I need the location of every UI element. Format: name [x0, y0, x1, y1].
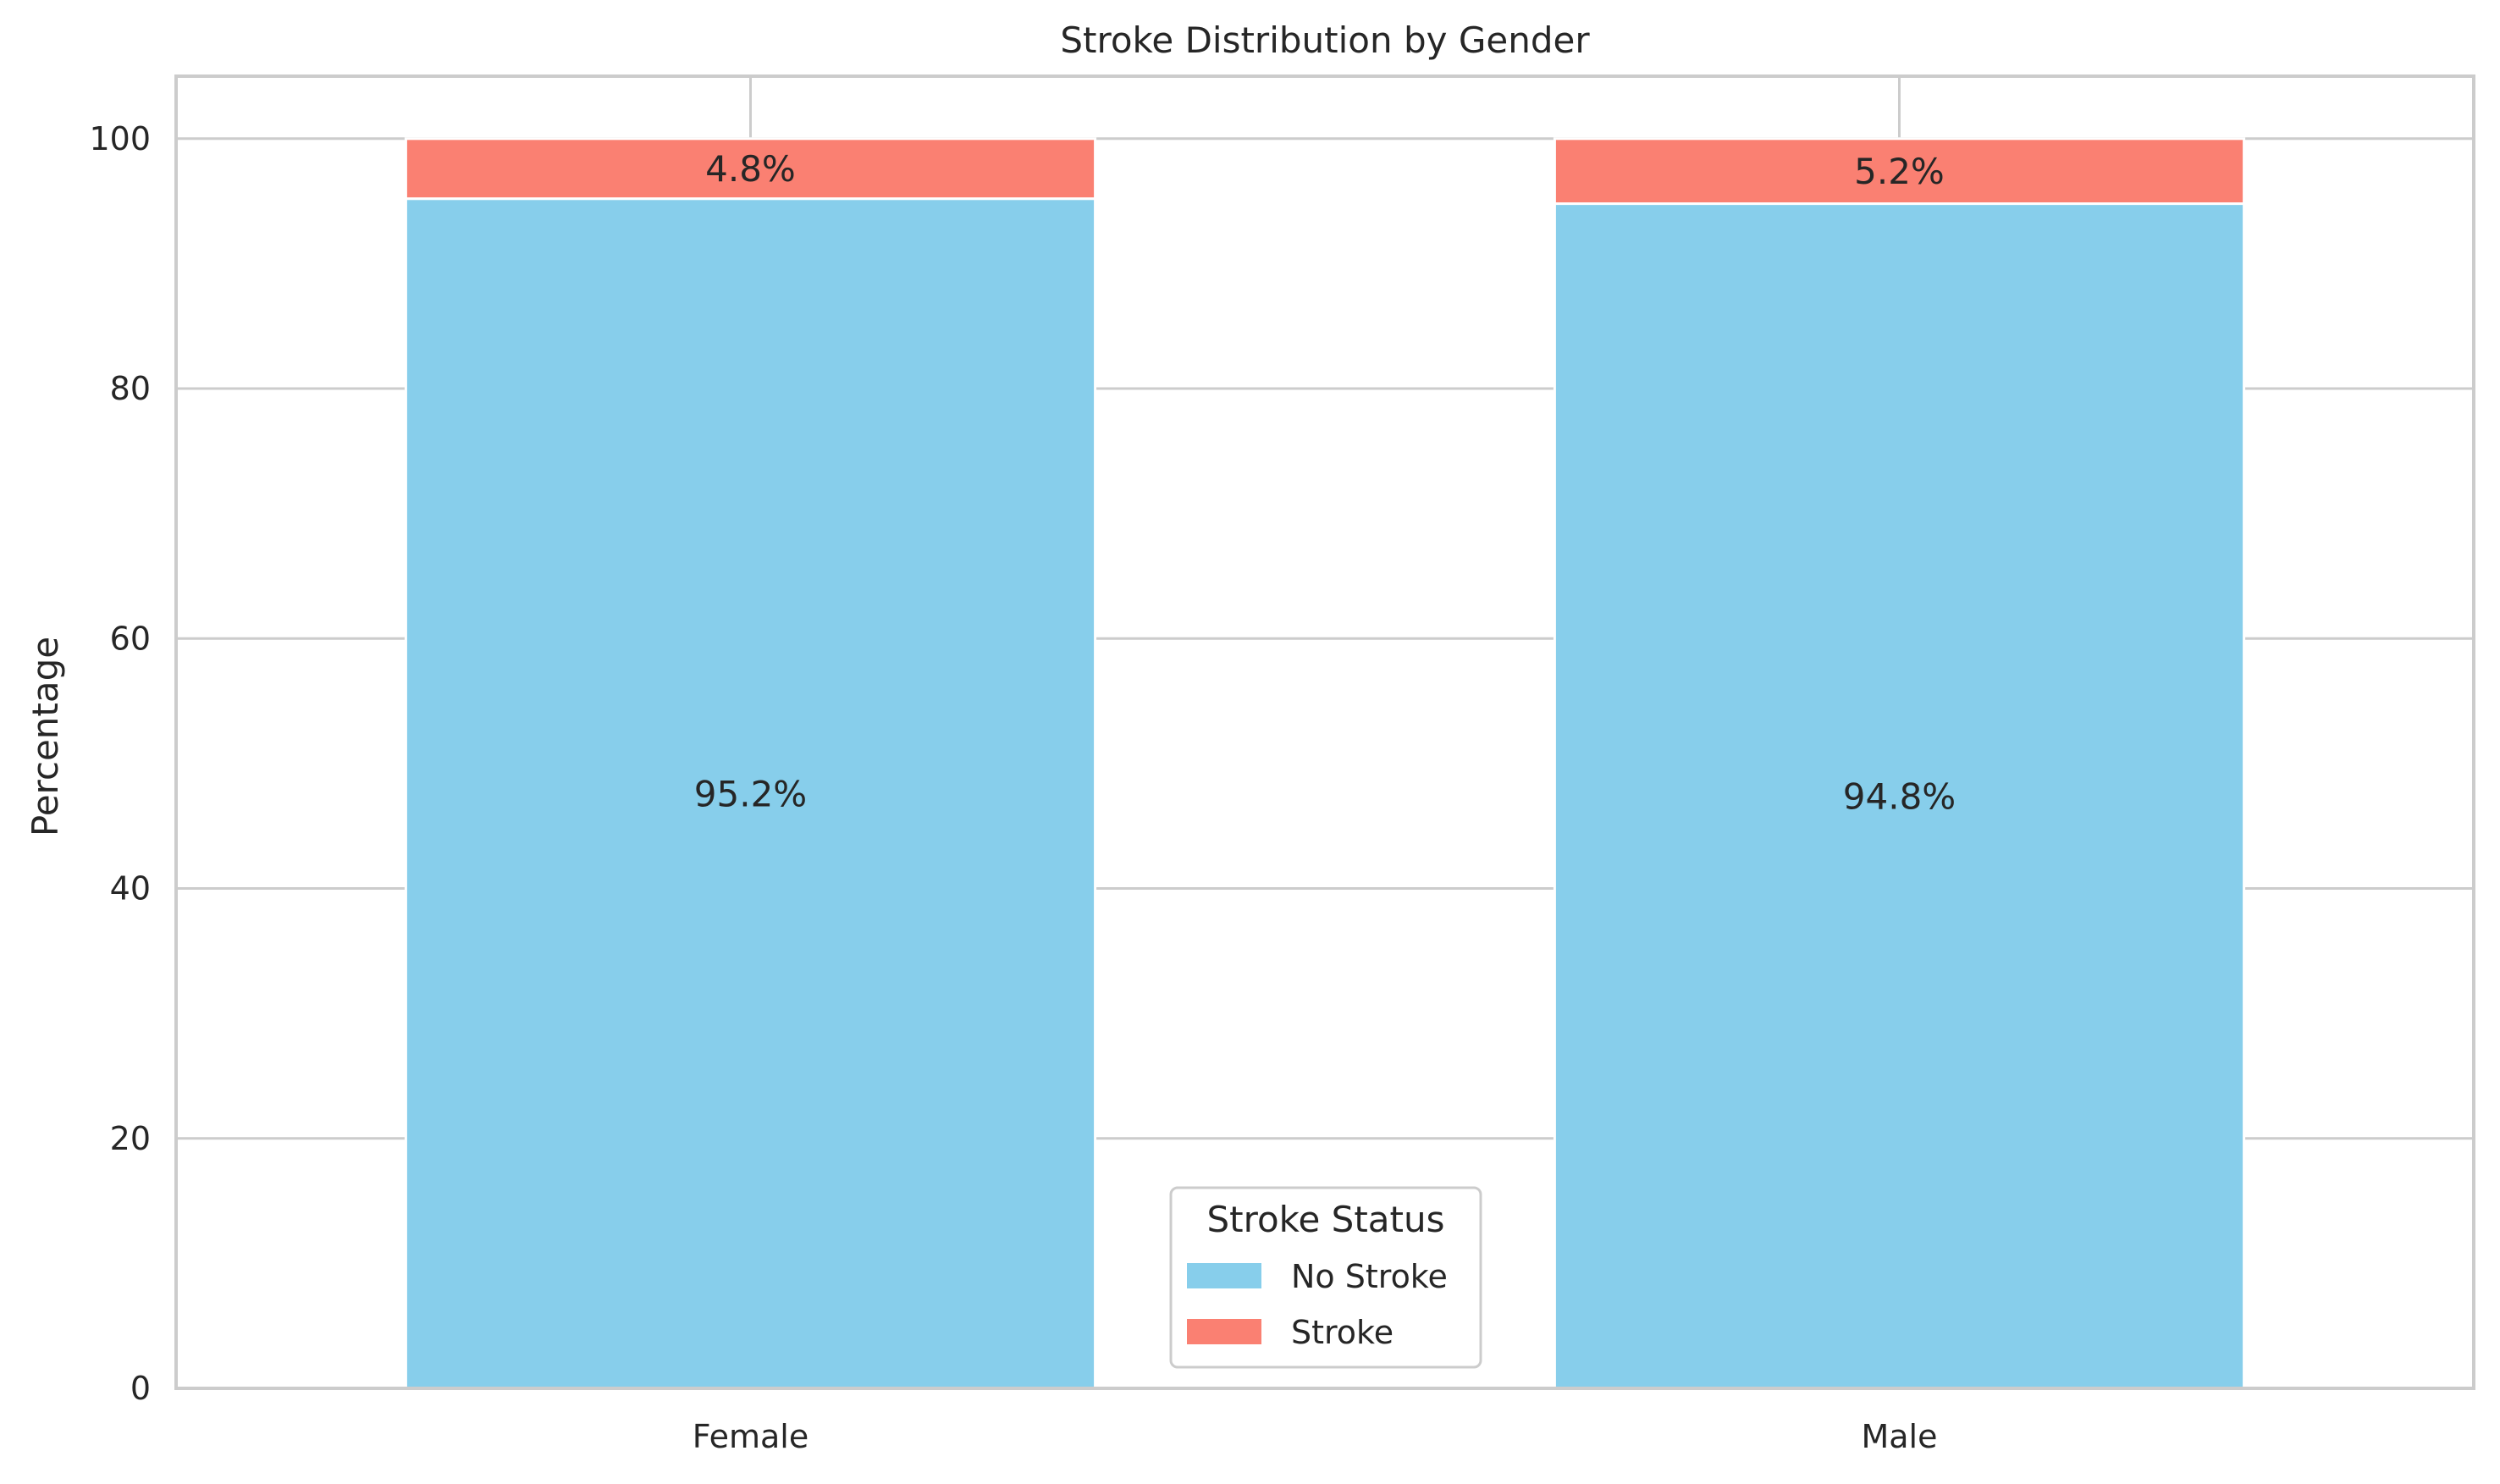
legend-swatch-stroke [1187, 1319, 1261, 1344]
bar-stroke [404, 137, 1097, 201]
data-label: 94.8% [1843, 775, 1956, 817]
y-tick-label: 60 [110, 620, 151, 657]
y-axis-label: Percentage [25, 637, 66, 836]
x-tick-label: Male [1861, 1418, 1937, 1455]
legend: Stroke Status No Stroke Stroke [1169, 1186, 1482, 1369]
y-tick-label: 0 [130, 1370, 151, 1407]
legend-swatch-no-stroke [1187, 1263, 1261, 1288]
legend-title: Stroke Status [1206, 1199, 1444, 1240]
tick-labels: 0 20 40 60 80 100 Female Male [89, 120, 1937, 1455]
y-tick-label: 100 [89, 120, 151, 157]
x-tick-label: Female [693, 1418, 808, 1455]
y-tick-label: 20 [110, 1120, 151, 1157]
legend-label-stroke: Stroke [1291, 1314, 1393, 1351]
bar-no-stroke [404, 197, 1097, 1390]
bars [404, 137, 2246, 1390]
plot-frame [174, 74, 2475, 1390]
y-tick-label: 40 [110, 870, 151, 908]
chart-title: Stroke Distribution by Gender [1060, 19, 1590, 61]
bar-no-stroke [1553, 202, 2246, 1390]
bar-stroke [1553, 137, 2246, 206]
legend-label-no-stroke: No Stroke [1291, 1258, 1448, 1295]
data-label: 4.8% [705, 148, 796, 190]
data-labels: 95.2% 4.8% 94.8% 5.2% [694, 148, 1956, 817]
data-label: 95.2% [694, 773, 807, 814]
y-tick-label: 80 [110, 370, 151, 407]
data-label: 5.2% [1854, 151, 1945, 192]
